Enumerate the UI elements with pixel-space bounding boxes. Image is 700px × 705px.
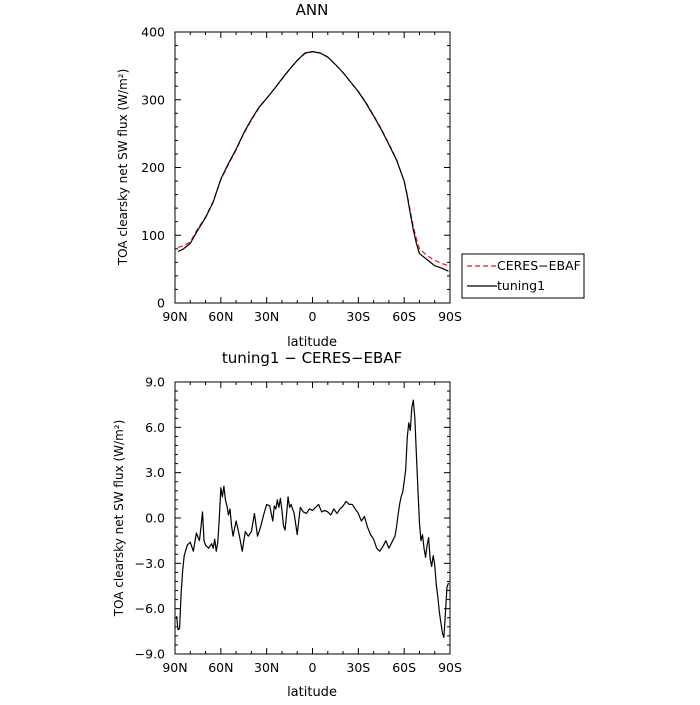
bottom-panel: tuning1 − CERES−EBAF 90N 60N 30N 0 30S 60S 90S… <box>112 349 462 700</box>
x-tick-label: 60S <box>392 309 416 324</box>
series-line-difference <box>175 399 450 638</box>
x-tick-label: 30N <box>254 660 279 675</box>
legend: CERES−EBAF tuning1 <box>461 253 585 299</box>
y-tick-label: 0.0 <box>145 511 165 526</box>
y-tick-label: 6.0 <box>145 420 165 435</box>
y-tick-label: 200 <box>141 160 165 175</box>
x-tick-label: 60S <box>392 660 416 675</box>
top-series <box>177 51 449 272</box>
x-tick-label: 90S <box>438 309 462 324</box>
top-chart-title: ANN <box>296 1 329 19</box>
top-plot-frame <box>174 31 451 304</box>
series-line-tuning1 <box>177 51 449 272</box>
x-tick-label: 90N <box>162 660 187 675</box>
top-x-axis-label: latitude <box>287 335 337 350</box>
top-ticks: 90N 60N 30N 0 30S 60S 90S 0 100 200 300 400 <box>141 25 462 325</box>
y-tick-label: 100 <box>141 228 165 243</box>
legend-box <box>461 253 585 299</box>
y-tick-label: 0 <box>157 296 165 311</box>
bottom-series <box>175 399 450 638</box>
x-tick-label: 60N <box>208 309 233 324</box>
y-tick-label: −3.0 <box>135 556 165 571</box>
x-tick-label: 60N <box>208 660 233 675</box>
bottom-chart-title: tuning1 − CERES−EBAF <box>222 349 402 367</box>
legend-label-ceres: CERES−EBAF <box>497 258 581 273</box>
x-tick-label: 90N <box>162 309 187 324</box>
x-tick-label: 30N <box>254 309 279 324</box>
y-tick-label: −9.0 <box>135 647 165 662</box>
x-tick-label: 0 <box>309 660 317 675</box>
top-panel: ANN 90N 60N 30N 0 30S 60S 90S 0 100 200 300 400 lat… <box>116 1 585 350</box>
y-tick-label: 3.0 <box>145 465 165 480</box>
top-y-axis-label: TOA clearsky net SW flux (W/m²) <box>116 69 130 267</box>
x-tick-label: 0 <box>309 309 317 324</box>
y-tick-label: −6.0 <box>135 601 165 616</box>
legend-label-tuning1: tuning1 <box>497 278 545 293</box>
y-tick-label: 9.0 <box>145 375 165 390</box>
y-tick-label: 400 <box>141 25 165 40</box>
x-tick-label: 30S <box>346 660 370 675</box>
x-tick-label: 30S <box>346 309 370 324</box>
bottom-y-axis-label: TOA clearsky net SW flux (W/m²) <box>112 420 126 618</box>
bottom-x-axis-label: latitude <box>287 685 337 700</box>
y-tick-label: 300 <box>141 92 165 107</box>
series-line-ceres <box>177 51 449 267</box>
x-tick-label: 90S <box>438 660 462 675</box>
bottom-ticks: 90N 60N 30N 0 30S 60S 90S −9.0 −6.0 −3.0 0.0 3.0 6.0… <box>135 375 462 676</box>
